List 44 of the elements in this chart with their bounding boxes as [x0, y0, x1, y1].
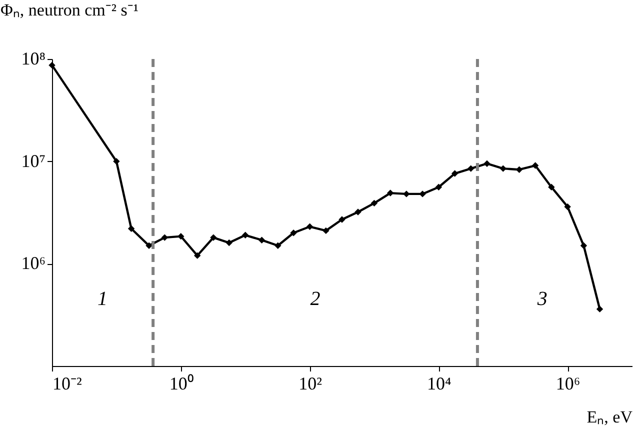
annotation: 2	[310, 288, 320, 310]
annotation: 1	[98, 288, 108, 310]
y-tick-label: 10⁷	[21, 150, 46, 171]
x-tick-label: 10⁴	[427, 374, 452, 394]
point	[403, 190, 410, 198]
annotation: 3	[536, 288, 548, 310]
point	[242, 232, 249, 238]
point	[564, 203, 571, 210]
point	[178, 232, 184, 240]
point	[484, 160, 490, 167]
point	[435, 184, 442, 190]
x-tick-label: 10⁶	[556, 374, 580, 394]
y-tick-label: 10⁶	[21, 253, 46, 274]
point	[322, 227, 330, 234]
point	[274, 242, 282, 249]
point	[451, 170, 458, 177]
x-tick-label: 10⁻²	[52, 374, 82, 394]
point	[194, 252, 201, 259]
point	[113, 158, 120, 165]
point	[548, 184, 555, 190]
y-tick-label: 10⁸	[21, 48, 46, 68]
point	[500, 165, 506, 172]
point	[580, 242, 588, 249]
point	[532, 162, 539, 169]
x-axis-title: Eₙ, eV	[586, 408, 634, 426]
point	[596, 306, 604, 312]
y-axis-title: Φₙ, neutron cm⁻² s⁻¹	[0, 0, 138, 20]
point	[354, 208, 362, 216]
point	[468, 165, 474, 172]
point	[419, 190, 426, 198]
point	[146, 242, 152, 249]
point	[210, 234, 217, 241]
point	[161, 234, 168, 241]
point	[306, 223, 314, 230]
point	[387, 190, 394, 196]
x-tick-label: 10⁰	[169, 374, 194, 394]
x-tick-label: 10²	[298, 374, 322, 394]
point	[226, 239, 232, 246]
point	[370, 200, 378, 207]
point	[258, 236, 266, 244]
point	[290, 230, 297, 236]
point	[516, 166, 523, 173]
point	[338, 216, 346, 223]
point	[128, 225, 135, 232]
